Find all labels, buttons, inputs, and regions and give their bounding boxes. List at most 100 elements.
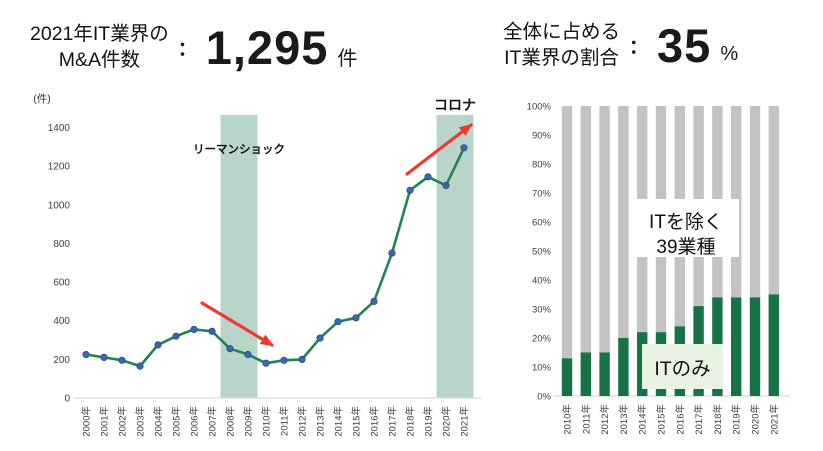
decline-trend-arrow <box>200 301 274 347</box>
ma-count-unit: 件 <box>337 48 358 71</box>
x-tick-label: 2014年 <box>637 404 649 435</box>
x-tick-label: 2015年 <box>656 404 668 435</box>
y-tick-label: 60% <box>532 218 552 229</box>
right-header-title-line2: IT業界の割合 <box>504 46 619 69</box>
y-tick-label: 10% <box>532 363 552 374</box>
x-tick-label: 2011年 <box>279 406 291 436</box>
data-point-marker <box>172 332 180 340</box>
right-header-title: 全体に占める IT業界の割合 <box>503 20 620 72</box>
y-tick-label: 1200 <box>48 162 71 173</box>
y-tick-label: 30% <box>532 305 552 316</box>
data-point-marker <box>298 355 306 363</box>
y-tick-label: 1400 <box>48 123 71 134</box>
bar-segment-other-industries <box>580 106 591 353</box>
x-tick-label: 2012年 <box>297 406 309 437</box>
bar-segment-other-industries <box>618 106 629 338</box>
x-tick-label: 2005年 <box>171 406 183 437</box>
data-point-marker <box>226 345 234 353</box>
data-point-marker <box>280 356 288 364</box>
x-tick-label: 2000年 <box>81 406 93 437</box>
x-tick-label: 2018年 <box>405 406 417 437</box>
x-tick-label: 2014年 <box>333 406 345 437</box>
x-tick-label: 2009年 <box>243 406 255 437</box>
left-header: 2021年IT業界の M&A件数 ： 1,295 件 <box>30 22 357 74</box>
data-point-marker <box>262 359 270 367</box>
y-tick-label: 0% <box>537 392 551 403</box>
it-share-bar-chart: 0% 10% 20% 30% 40% 50% 60% 70% 80% 90% 100% 2010年 20… <box>527 102 790 435</box>
right-header-colon: ： <box>629 37 649 59</box>
bar-segment-other-industries <box>561 106 573 359</box>
ma-count-line-chart: リーマンショック コロナ 0 200 400 600 800 1000 1200 1400 (件) 2… <box>33 93 482 437</box>
it-share-value: 35 <box>657 19 712 73</box>
data-point-marker <box>406 186 414 194</box>
excluding-it-label: ITを除く <box>649 211 723 233</box>
data-point-marker <box>190 325 198 333</box>
x-tick-label: 2013年 <box>618 404 630 435</box>
bar-segment-other-industries <box>768 106 779 295</box>
x-tick-label: 2011年 <box>580 404 592 434</box>
y-tick-label: 0 <box>64 394 70 405</box>
bar-segment-other-industries <box>749 106 761 298</box>
x-tick-label: 2021年 <box>459 406 471 437</box>
x-tick-label: 2021年 <box>768 404 780 435</box>
data-point-marker <box>100 353 108 361</box>
left-header-title-line1: 2021年IT業界の <box>30 23 169 45</box>
bar-segment-it-only <box>599 352 610 396</box>
y-tick-label: 1000 <box>48 200 71 211</box>
x-tick-label: 2019年 <box>731 404 743 435</box>
x-tick-label: 2002年 <box>117 406 129 437</box>
x-tick-label: 2020年 <box>750 404 762 435</box>
left-header-title: 2021年IT業界の M&A件数 <box>30 22 169 74</box>
data-point-marker <box>388 249 396 257</box>
x-tick-label: 2015年 <box>351 406 363 437</box>
it-only-label-box <box>642 344 723 389</box>
x-tick-label: 2010年 <box>562 404 574 435</box>
band-label: リーマンショック <box>193 143 285 156</box>
y-tick-label: 400 <box>53 316 70 327</box>
x-tick-label: 2006年 <box>189 406 201 437</box>
data-point-marker <box>460 144 468 152</box>
x-tick-label: 2004年 <box>153 406 165 437</box>
x-tick-label: 2018年 <box>712 404 724 435</box>
data-point-marker <box>118 356 126 364</box>
x-tick-label: 2016年 <box>369 406 381 437</box>
y-tick-label: 600 <box>53 278 70 289</box>
ma-count-value: 1,295 <box>205 21 329 75</box>
x-tick-label: 2017年 <box>693 404 705 435</box>
excluding-it-label: 39業種 <box>656 236 715 258</box>
highlight-band <box>436 115 474 398</box>
data-point-marker <box>316 334 324 342</box>
left-header-colon: ： <box>177 39 197 61</box>
right-header-title-line1: 全体に占める <box>503 21 621 43</box>
data-point-marker <box>82 350 90 359</box>
data-point-marker <box>442 181 450 190</box>
x-tick-label: 2001年 <box>99 406 111 437</box>
data-point-marker <box>352 314 360 322</box>
x-tick-label: 2017年 <box>387 406 399 437</box>
x-tick-label: 2013年 <box>315 406 327 437</box>
data-point-marker <box>424 173 432 181</box>
x-tick-label: 2003年 <box>135 406 147 437</box>
left-header-title-line2: M&A件数 <box>58 48 140 71</box>
x-tick-label: 2020年 <box>441 406 453 437</box>
bar-segment-other-industries <box>599 106 610 353</box>
bar-segment-it-only <box>561 358 573 396</box>
data-point-marker <box>136 362 144 370</box>
data-point-marker <box>154 341 162 349</box>
ma-count-series-line <box>85 147 466 368</box>
y-tick-label: 50% <box>532 247 552 258</box>
y-tick-label: 70% <box>532 189 552 200</box>
bar-segment-it-only <box>749 297 761 396</box>
x-tick-label: 2012年 <box>599 404 611 435</box>
it-only-label: ITのみ <box>654 358 710 380</box>
x-tick-label: 2016年 <box>674 404 686 435</box>
right-header: 全体に占める IT業界の割合 ： 35 % <box>503 20 738 72</box>
y-tick-label: 200 <box>53 355 70 366</box>
y-axis-unit-label: (件) <box>33 93 51 105</box>
it-share-unit: % <box>720 43 739 66</box>
x-tick-label: 2007年 <box>207 406 219 437</box>
bar-segment-it-only <box>768 294 779 396</box>
rise-trend-arrow <box>405 123 473 176</box>
data-point-marker <box>244 350 252 359</box>
